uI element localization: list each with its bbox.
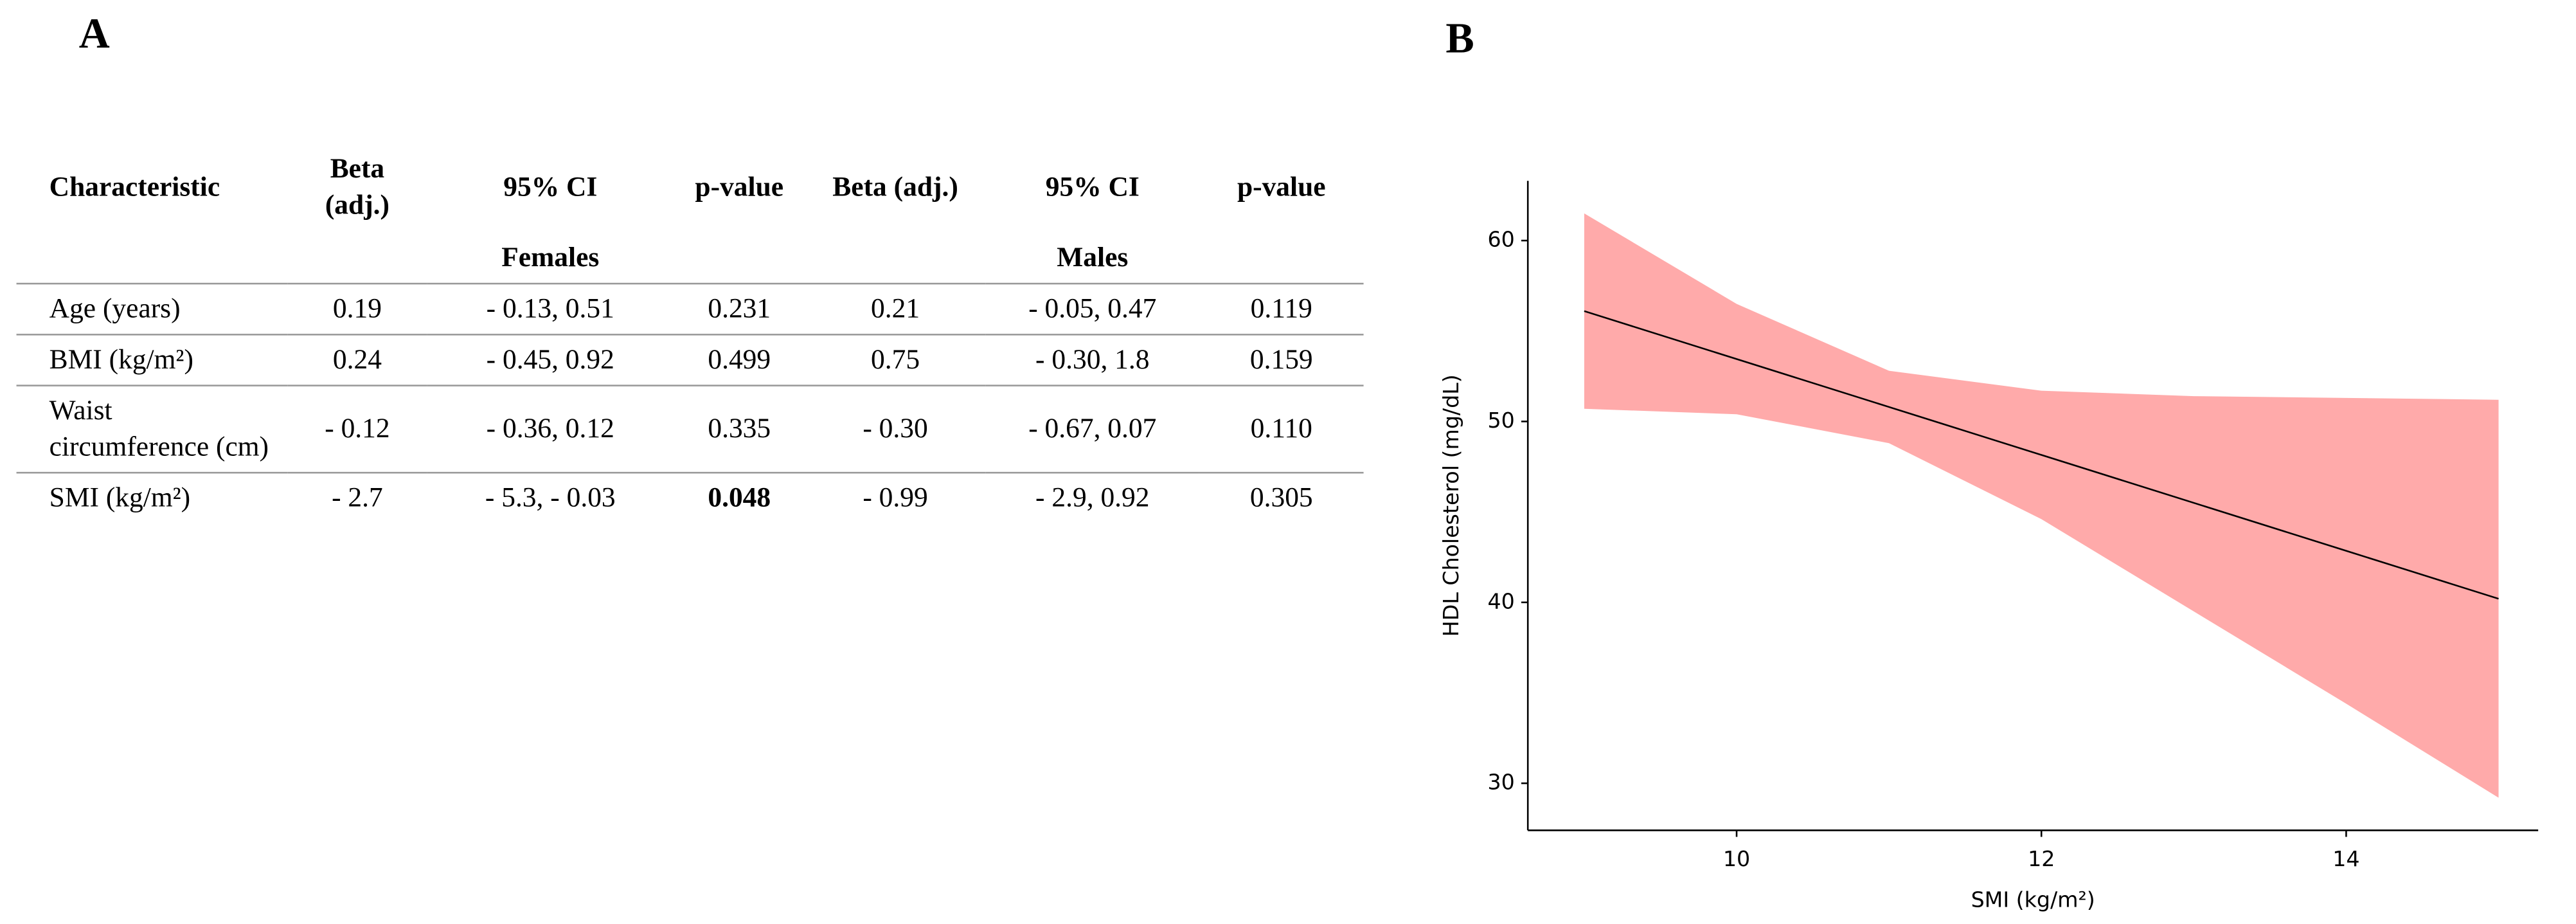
panel-label: B [1445,15,1474,62]
x-tick-label: 10 [1723,846,1750,871]
y-axis-label: HDL Cholesterol (mg/dL) [1438,374,1463,637]
group-cell [674,230,805,285]
table-cell: 0.75 [805,334,986,386]
group-cell [16,230,288,285]
table-cell: 0.24 [287,334,427,386]
group-cell [805,230,986,285]
header-cell: Beta (adj.) [832,170,958,203]
header-row: Characteristic Beta (adj.) 95% CI p-value Be… [17,145,1364,230]
table-cell: 0.499 [674,334,805,386]
table-cell: Age (years) [16,284,288,336]
table-cell: 0.159 [1199,334,1364,386]
y-tick-label: 30 [1487,770,1514,795]
table-cell: - 0.13, 0.51 [427,284,674,336]
table-cell: - 5.3, - 0.03 [485,482,616,513]
table-cell: - 0.67, 0.07 [985,385,1199,474]
table-row: Age (years) 0.19- 0.13, 0.51 0.231 0.21- 0.… [16,284,1364,336]
chart: B 30 40 50 60 10 12 14 SMI (kg/m²) HDL Cholester… [1438,15,2539,912]
header-cell: 95% CI [1045,170,1140,203]
group-cell [287,230,427,285]
y-tick-label: 60 [1487,227,1514,252]
table-row: SMI (kg/m²) - 2.7 - 5.3, - 0.03 0.048 - 0.99… [17,473,1364,523]
table-cell: 0.110 [1199,385,1364,474]
x-axis-label: SMI (kg/m²) [1971,887,2095,912]
table-cell: BMI (kg/m²) [16,334,288,386]
table-cell: - 0.30 [805,385,986,474]
header-cell: p-value [1237,170,1326,203]
table-cell: - 0.30, 1.8 [985,334,1199,386]
header-cell: Characteristic [49,170,220,203]
group-cell: Males [985,230,1199,285]
table-cell: 0.048 [708,482,771,513]
table-row: Waist circumference (cm) - 0.12- 0.36, 0.… [16,385,1364,474]
table-cell: - 0.36, 0.12 [427,385,674,474]
y-tick-label: 40 [1487,588,1514,613]
table-row: BMI (kg/m²) 0.24- 0.45, 0.92 0.499 0.75- 0.… [16,334,1364,386]
table-cell: 0.119 [1199,284,1364,336]
table-cell: 0.231 [674,284,805,336]
table-cell: - 0.05, 0.47 [985,284,1199,336]
header-cell: p-value [695,170,784,203]
regression-table: Characteristic Beta (adj.) 95% CI p-value Be… [16,145,1364,523]
table-cell: 0.19 [287,284,427,336]
line [1584,310,2499,600]
table-cell: - 0.45, 0.92 [427,334,674,386]
header-cell: 95% CI [503,170,598,203]
x-tick-label: 12 [2028,846,2055,871]
group-cell [1199,230,1364,285]
x-tick-label: 14 [2332,846,2359,871]
panel-label: A [78,10,110,58]
header-cell: Beta (adj.) [325,152,390,221]
table-cell: - 0.99 [863,482,928,513]
table-cell: 0.335 [674,385,805,474]
group-cell: Females [427,230,674,285]
table-cell: - 0.12 [287,385,427,474]
table-cell: - 2.9, 0.92 [1035,482,1150,513]
table-cell: SMI (kg/m²) [49,482,191,513]
y-tick-label: 50 [1487,408,1514,433]
group-row: Females Males [16,230,1364,285]
table-cell: Waist circumference (cm) [16,385,288,474]
table-cell: 0.21 [805,284,986,336]
table-cell: - 2.7 [332,482,383,513]
table-cell: 0.305 [1249,482,1313,513]
confidence-band [1584,213,2499,798]
